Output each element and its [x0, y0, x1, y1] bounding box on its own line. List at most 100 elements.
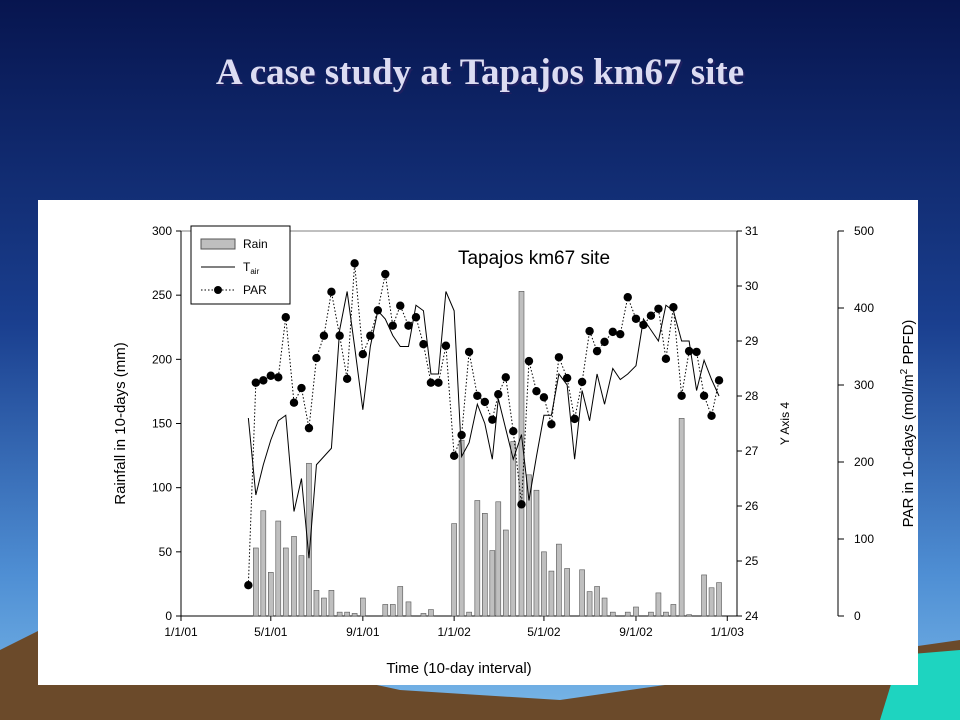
par-point	[585, 326, 594, 336]
bar	[502, 529, 509, 617]
par-point	[319, 331, 329, 340]
bar	[708, 587, 715, 617]
y3-tick-label: 100	[854, 532, 874, 546]
bar	[648, 611, 654, 617]
bar	[420, 613, 427, 617]
x-tick-label: 1/1/02	[437, 625, 471, 639]
par-point	[677, 391, 686, 400]
par-point	[608, 327, 617, 337]
par-point	[646, 311, 656, 320]
bar	[564, 568, 570, 617]
bar	[510, 441, 517, 617]
y3-axis-label-part: PPFD)	[900, 320, 917, 369]
legend-label-text: T	[243, 260, 251, 274]
y2-tick-label: 26	[745, 499, 759, 513]
bar	[601, 597, 608, 617]
temperature-line	[247, 291, 720, 559]
par-point	[684, 346, 694, 356]
par-point	[654, 304, 663, 313]
par-point	[524, 356, 534, 366]
bar	[541, 551, 547, 617]
par-point	[350, 259, 359, 268]
bar	[466, 611, 472, 617]
par-point	[274, 373, 283, 382]
par-point	[366, 331, 375, 340]
par-point	[388, 321, 397, 330]
bar	[260, 510, 267, 617]
bar	[701, 574, 707, 617]
hills	[0, 610, 960, 720]
legend-label-sub: air	[250, 267, 259, 276]
y3-tick-label: 0	[854, 609, 861, 623]
bar	[624, 611, 631, 617]
bar	[609, 611, 616, 617]
bar	[328, 590, 335, 617]
par-point	[639, 320, 648, 330]
par-point	[539, 393, 549, 402]
par-point	[464, 347, 474, 357]
y-tick-label: 300	[152, 224, 172, 238]
legend-box	[190, 225, 291, 305]
y-tick-label: 150	[152, 417, 172, 431]
par-point	[342, 374, 352, 384]
y-tick-label: 200	[152, 352, 172, 366]
bar	[282, 547, 289, 617]
bar	[663, 611, 669, 617]
chart: 0 50 100 150 200 250 300 24 25 26 27 28 29 30 31 0 100 20…	[112, 224, 917, 677]
y3-tick-label: 400	[854, 301, 874, 315]
par-point	[669, 303, 678, 312]
par-point	[289, 398, 299, 407]
bar	[458, 439, 465, 617]
bar	[313, 590, 320, 617]
par-point	[441, 341, 451, 350]
par-point	[259, 376, 268, 385]
y-tick-label: 100	[152, 481, 172, 495]
bar	[579, 569, 585, 617]
par-point	[707, 411, 716, 420]
par-point	[699, 391, 709, 400]
bar	[678, 418, 685, 617]
legend-label-text: Rain	[243, 237, 268, 251]
par-point	[554, 353, 564, 362]
bar	[267, 572, 274, 617]
bar	[474, 500, 481, 617]
par-point	[547, 420, 556, 429]
par-point	[714, 376, 724, 385]
bar	[594, 586, 600, 617]
bar	[382, 604, 389, 617]
bar	[655, 592, 662, 617]
par-line	[247, 263, 720, 586]
y2-tick-label: 27	[745, 444, 759, 458]
y3-tick-label: 200	[854, 455, 874, 469]
bar	[321, 597, 327, 617]
bar	[716, 582, 722, 617]
slide-title-shadow: A case study at Tapajos km67 site	[218, 54, 746, 95]
par-point	[517, 500, 526, 509]
par-point	[426, 378, 436, 387]
y-tick-label: 250	[152, 288, 172, 302]
par-point	[592, 346, 602, 356]
x-axis-label: Time (10-day interval)	[386, 660, 531, 677]
y2-tick-label: 29	[745, 334, 759, 348]
y2-tick-label: 31	[745, 224, 759, 238]
bar	[291, 536, 297, 617]
bar	[275, 520, 282, 617]
bar	[351, 613, 358, 617]
y3-axis-label: PAR in 10-days (mol/m2 PPFD)	[899, 320, 917, 528]
chart-title: Tapajos km67 site	[458, 248, 610, 269]
par-point	[501, 373, 510, 382]
par-point	[404, 321, 413, 330]
par-point	[327, 287, 336, 297]
par-point	[600, 337, 609, 347]
par-point	[509, 427, 518, 436]
par-point	[281, 313, 290, 322]
bar	[389, 604, 396, 617]
legend-swatch	[200, 238, 236, 250]
x-tick-label: 1/1/03	[711, 625, 745, 639]
bar	[556, 543, 562, 617]
y2-tick-label: 25	[745, 554, 759, 568]
bar	[336, 611, 343, 617]
bar	[428, 609, 434, 617]
par-point	[244, 581, 253, 590]
